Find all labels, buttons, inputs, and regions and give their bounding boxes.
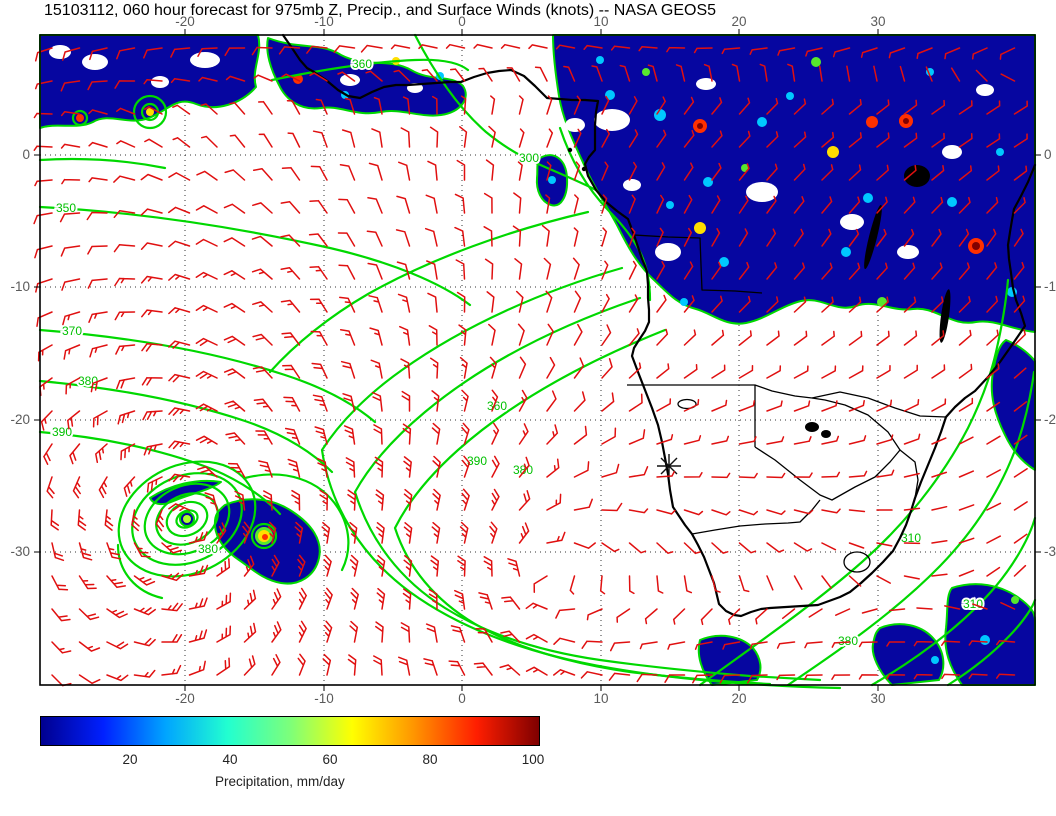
y-tick-label: -30: [1044, 544, 1056, 559]
precip-se-blob: [871, 623, 945, 686]
x-tick-label: 0: [458, 14, 466, 29]
x-tick-label: 30: [870, 691, 885, 706]
map-frame: [39, 34, 1036, 686]
contour-label: 310: [901, 531, 921, 545]
x-tick-label: 10: [593, 14, 608, 29]
island-sao-tome: [581, 166, 587, 172]
x-tick-label: 0: [458, 691, 466, 706]
station-marker-asterisk: [657, 454, 681, 478]
precip-cyclone-sliver: [149, 479, 222, 506]
precip-guinea-coast: [266, 37, 467, 117]
x-tick-label: 30: [870, 14, 885, 29]
y-tick-label: 0: [22, 147, 30, 162]
x-tick-label: 20: [731, 691, 746, 706]
island-bioko: [567, 147, 573, 153]
colorbar-caption: Precipitation, mm/day: [215, 774, 345, 789]
page-title: 15103112, 060 hour forecast for 975mb Z,…: [44, 2, 717, 19]
axis-ticks: [34, 29, 1041, 691]
contour-label: 390: [52, 425, 72, 439]
contour-label: 360: [487, 399, 507, 413]
y-tick-label: -10: [1044, 279, 1056, 294]
lake-tanganyika: [864, 204, 882, 270]
x-tick-label: -20: [175, 14, 195, 29]
colorbar-tick-label: 100: [521, 752, 545, 767]
contour-label: 360: [352, 57, 372, 71]
y-tick-label: -10: [10, 279, 30, 294]
contour-labels: 360 300 350 370 380 390 360 390 380 380 …: [50, 55, 985, 650]
contour-label: 380: [838, 634, 858, 648]
makgadikgadi-pan-2: [821, 430, 831, 438]
wind-barbs: [33, 43, 1028, 687]
colorbar-tick-label: 60: [322, 752, 338, 767]
precip-se-corner: [944, 583, 1036, 686]
y-tick-label: -20: [10, 412, 30, 427]
etosha-pan: [677, 398, 697, 410]
forecast-map: 360 300 350 370 380 390 360 390 380 380 …: [10, 14, 1056, 706]
gridlines: [40, 35, 1035, 685]
precip-holes: [49, 45, 994, 261]
x-tick-label: -20: [175, 691, 195, 706]
lake-malawi: [939, 289, 951, 343]
y-tick-label: -30: [10, 544, 30, 559]
lake-victoria: [904, 165, 930, 187]
axis-labels: -20 -10 0 10 20 30 -20 -10 0 10 20 30 0 …: [10, 14, 1056, 706]
borders: [627, 165, 951, 573]
contour-label: 380: [78, 374, 98, 388]
y-tick-label: -20: [1044, 412, 1056, 427]
contour-label: 300: [519, 151, 539, 165]
lesotho-border: [843, 551, 871, 573]
contour-label: 390: [467, 454, 487, 468]
x-tick-label: -10: [314, 691, 334, 706]
colorbar-tick-label: 20: [122, 752, 138, 767]
colorbar-tick-label: 40: [222, 752, 238, 767]
contour-label: 350: [56, 201, 76, 215]
x-tick-label: -10: [314, 14, 334, 29]
contour-label: 370: [62, 324, 82, 338]
colorbar-gradient: [40, 716, 540, 746]
x-tick-label: 20: [731, 14, 746, 29]
colorbar-tick-label: 80: [422, 752, 438, 767]
x-tick-label: 10: [593, 691, 608, 706]
contour-label: 380: [198, 542, 218, 556]
makgadikgadi-pan: [805, 422, 819, 432]
precipitation-layer: [39, 34, 1036, 686]
y-tick-label: 0: [1044, 147, 1052, 162]
contour-label: 380: [513, 463, 533, 477]
